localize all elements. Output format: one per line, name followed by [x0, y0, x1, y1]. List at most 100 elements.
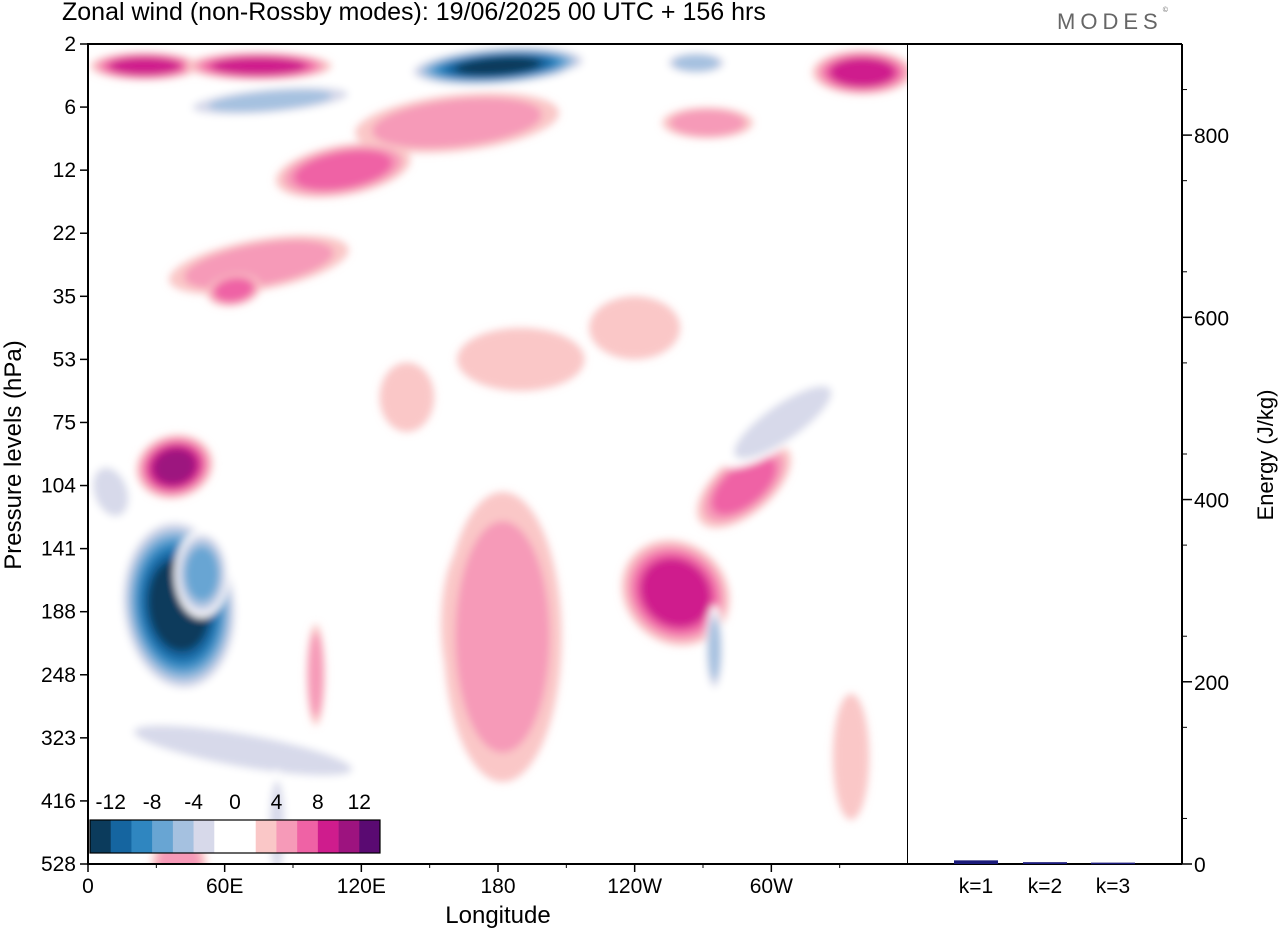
- contour-band: [88, 403, 147, 442]
- wind-anomaly: [664, 51, 729, 75]
- x-tick-label: 120W: [607, 875, 662, 898]
- pressure-axis: 2 6 12 22 35 53 75 104 141 188 248 323 416 528: [41, 33, 88, 876]
- wind-anomaly: [737, 504, 842, 593]
- colorbar-label: 12: [348, 791, 371, 814]
- energy-category-label: k=2: [1028, 875, 1062, 898]
- y-tick-label: 323: [41, 727, 76, 750]
- contour-band: [457, 327, 585, 391]
- contour-band: [525, 211, 653, 256]
- colorbar-swatch: [297, 820, 319, 853]
- energy-tick-label: 0: [1194, 854, 1206, 877]
- colorbar-swatch: [276, 820, 298, 853]
- brand-mark: ©: [1162, 7, 1168, 14]
- wind-anomaly: [306, 624, 325, 726]
- contour-band: [308, 632, 324, 717]
- colorbar-swatch: [152, 820, 174, 853]
- colorbar-label: -8: [143, 791, 162, 814]
- y-tick-label: 75: [53, 411, 76, 434]
- wind-anomaly: [275, 142, 411, 198]
- contour-band: [829, 57, 896, 87]
- energy-category-label: k=1: [959, 875, 993, 898]
- wind-anomaly: [457, 327, 585, 391]
- wind-anomaly: [90, 52, 200, 80]
- wind-anomaly: [832, 693, 870, 820]
- y-tick-label: 22: [53, 222, 76, 245]
- y-tick-label: 2: [64, 33, 76, 56]
- contour-band: [737, 504, 842, 593]
- x-tick-label: 120E: [337, 875, 386, 898]
- contour-band: [708, 619, 721, 680]
- wind-anomaly: [136, 434, 213, 499]
- wind-anomaly: [179, 84, 361, 117]
- energy-bar: [954, 860, 998, 864]
- wind-anomaly: [438, 763, 467, 814]
- colorbar-label: 4: [271, 791, 283, 814]
- contour-band: [93, 467, 129, 517]
- wind-anomaly: [662, 107, 754, 139]
- wind-anomaly: [174, 529, 230, 618]
- wind-anomaly: [407, 46, 589, 86]
- wind-anomaly: [88, 461, 133, 523]
- y-tick-label: 188: [41, 601, 76, 624]
- wind-anomaly: [88, 403, 147, 442]
- x-tick-label: 0: [82, 875, 94, 898]
- longitude-axis: 0 60E 120E 180 120W 60W: [82, 864, 841, 898]
- colorbar-swatch: [90, 820, 112, 853]
- energy-bar: [1091, 862, 1135, 865]
- contour-band: [463, 220, 555, 259]
- chart-title: Zonal wind (non-Rossby modes): 19/06/202…: [62, 0, 766, 26]
- energy-bars: k=1 k=2 k=3: [954, 860, 1135, 898]
- wind-anomaly: [705, 605, 724, 694]
- x-tick-label: 180: [480, 875, 515, 898]
- y-axis-label: Pressure levels (hPa): [0, 340, 27, 569]
- wind-anomaly: [206, 273, 261, 307]
- energy-axis-label: Energy (J/kg): [1253, 390, 1278, 521]
- wind-anomaly: [696, 442, 792, 529]
- contour-band: [669, 109, 746, 136]
- contour-band: [454, 56, 542, 76]
- contour-band: [561, 64, 662, 87]
- y-tick-label: 53: [53, 348, 76, 371]
- colorbar-border: [89, 819, 381, 854]
- contour-band: [711, 456, 777, 515]
- contour-band: [164, 360, 263, 409]
- wind-anomaly: [721, 376, 844, 469]
- wind-anomaly: [379, 362, 435, 432]
- contour-band: [109, 56, 181, 76]
- wind-anomaly: [106, 719, 380, 782]
- wind-field: [88, 44, 908, 864]
- contour-band: [294, 150, 393, 191]
- wind-anomaly: [168, 235, 349, 295]
- energy-axis: 0 200 400 600 800: [1182, 89, 1229, 877]
- energy-plot-area: [908, 44, 1182, 864]
- y-tick-label: 416: [41, 790, 76, 813]
- energy-tick-label: 600: [1194, 307, 1229, 330]
- contour-band: [589, 296, 681, 360]
- energy-tick-label: 400: [1194, 490, 1229, 513]
- contour-band: [546, 851, 587, 864]
- wind-anomaly: [525, 211, 653, 256]
- colorbar-swatch: [338, 820, 360, 853]
- brand-text: MODES: [1057, 9, 1163, 34]
- contour-band: [185, 547, 219, 601]
- wind-anomaly: [329, 61, 393, 90]
- contour-band: [640, 558, 712, 628]
- colorbar-label: -12: [96, 791, 126, 814]
- contour-band: [133, 725, 352, 776]
- colorbar-swatch: [255, 820, 277, 853]
- colorbar-swatch: [359, 820, 381, 853]
- colorbar-swatch: [172, 820, 194, 853]
- contour-band: [379, 362, 435, 432]
- wind-anomaly: [463, 220, 555, 259]
- wind-anomaly: [561, 64, 662, 87]
- contour-band: [672, 54, 720, 72]
- colorbar-swatch: [193, 820, 215, 853]
- contour-band: [832, 693, 870, 820]
- wind-anomaly: [812, 50, 908, 95]
- colorbar-label: -4: [184, 791, 203, 814]
- wind-anomaly: [546, 851, 587, 864]
- energy-bar: [1023, 862, 1067, 864]
- wind-anomaly: [393, 269, 489, 324]
- colorbar-swatch: [317, 820, 339, 853]
- wind-anomaly: [164, 360, 263, 409]
